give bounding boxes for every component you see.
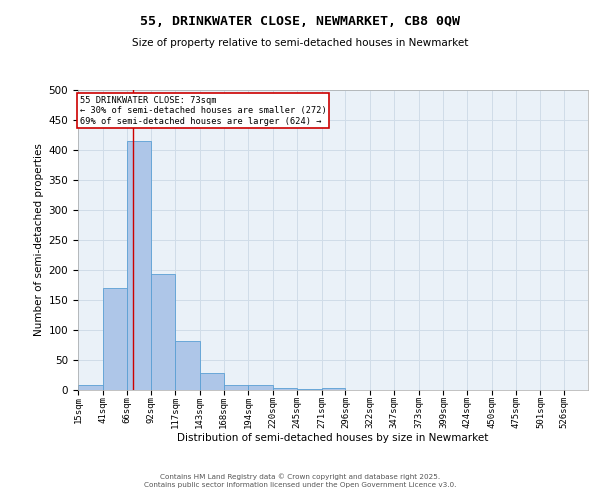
Text: Size of property relative to semi-detached houses in Newmarket: Size of property relative to semi-detach… bbox=[132, 38, 468, 48]
Bar bbox=[200, 372, 224, 390]
Text: 55, DRINKWATER CLOSE, NEWMARKET, CB8 0QW: 55, DRINKWATER CLOSE, NEWMARKET, CB8 0QW bbox=[140, 15, 460, 28]
Bar bbox=[322, 388, 346, 390]
Bar bbox=[273, 388, 297, 390]
X-axis label: Distribution of semi-detached houses by size in Newmarket: Distribution of semi-detached houses by … bbox=[178, 432, 488, 442]
Bar bbox=[151, 274, 175, 390]
Y-axis label: Number of semi-detached properties: Number of semi-detached properties bbox=[34, 144, 44, 336]
Bar bbox=[103, 288, 127, 390]
Bar bbox=[175, 342, 200, 390]
Bar bbox=[78, 384, 103, 390]
Text: Contains HM Land Registry data © Crown copyright and database right 2025.
Contai: Contains HM Land Registry data © Crown c… bbox=[144, 474, 456, 488]
Bar bbox=[248, 385, 273, 390]
Text: 55 DRINKWATER CLOSE: 73sqm
← 30% of semi-detached houses are smaller (272)
69% o: 55 DRINKWATER CLOSE: 73sqm ← 30% of semi… bbox=[80, 96, 326, 126]
Bar bbox=[127, 141, 151, 390]
Bar bbox=[224, 384, 248, 390]
